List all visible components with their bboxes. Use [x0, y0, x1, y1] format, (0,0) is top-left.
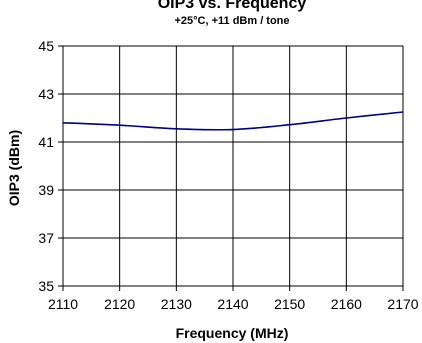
- x-tick-label: 2110: [48, 296, 78, 312]
- y-tick-label: 45: [38, 38, 54, 54]
- y-tick-label: 43: [38, 86, 54, 102]
- y-tick-label: 37: [38, 230, 54, 246]
- x-axis-label: Frequency (MHz): [176, 325, 289, 341]
- chart-subtitle: +25°C, +11 dBm / tone: [174, 15, 289, 27]
- y-tick-label: 41: [38, 134, 54, 150]
- chart-title: OIP3 vs. Frequency: [158, 0, 307, 12]
- y-axis-label: OIP3 (dBm): [6, 130, 22, 206]
- x-tick-label: 2120: [104, 296, 135, 312]
- y-axis-ticks: 35 37 39 41 43 45: [38, 38, 63, 294]
- grid-lines: [62, 45, 404, 287]
- x-axis-ticks: 2110 2120 2130 2140 2150 2160 2170: [48, 286, 419, 312]
- x-tick-label: 2140: [217, 296, 248, 312]
- oip3-series-line: [62, 111, 404, 131]
- x-tick-label: 2160: [331, 296, 362, 312]
- y-tick-label: 35: [38, 278, 54, 294]
- x-tick-label: 2130: [161, 296, 192, 312]
- x-tick-label: 2170: [387, 296, 418, 312]
- y-tick-label: 39: [38, 182, 54, 198]
- x-tick-label: 2150: [274, 296, 305, 312]
- series-layer: [62, 111, 404, 131]
